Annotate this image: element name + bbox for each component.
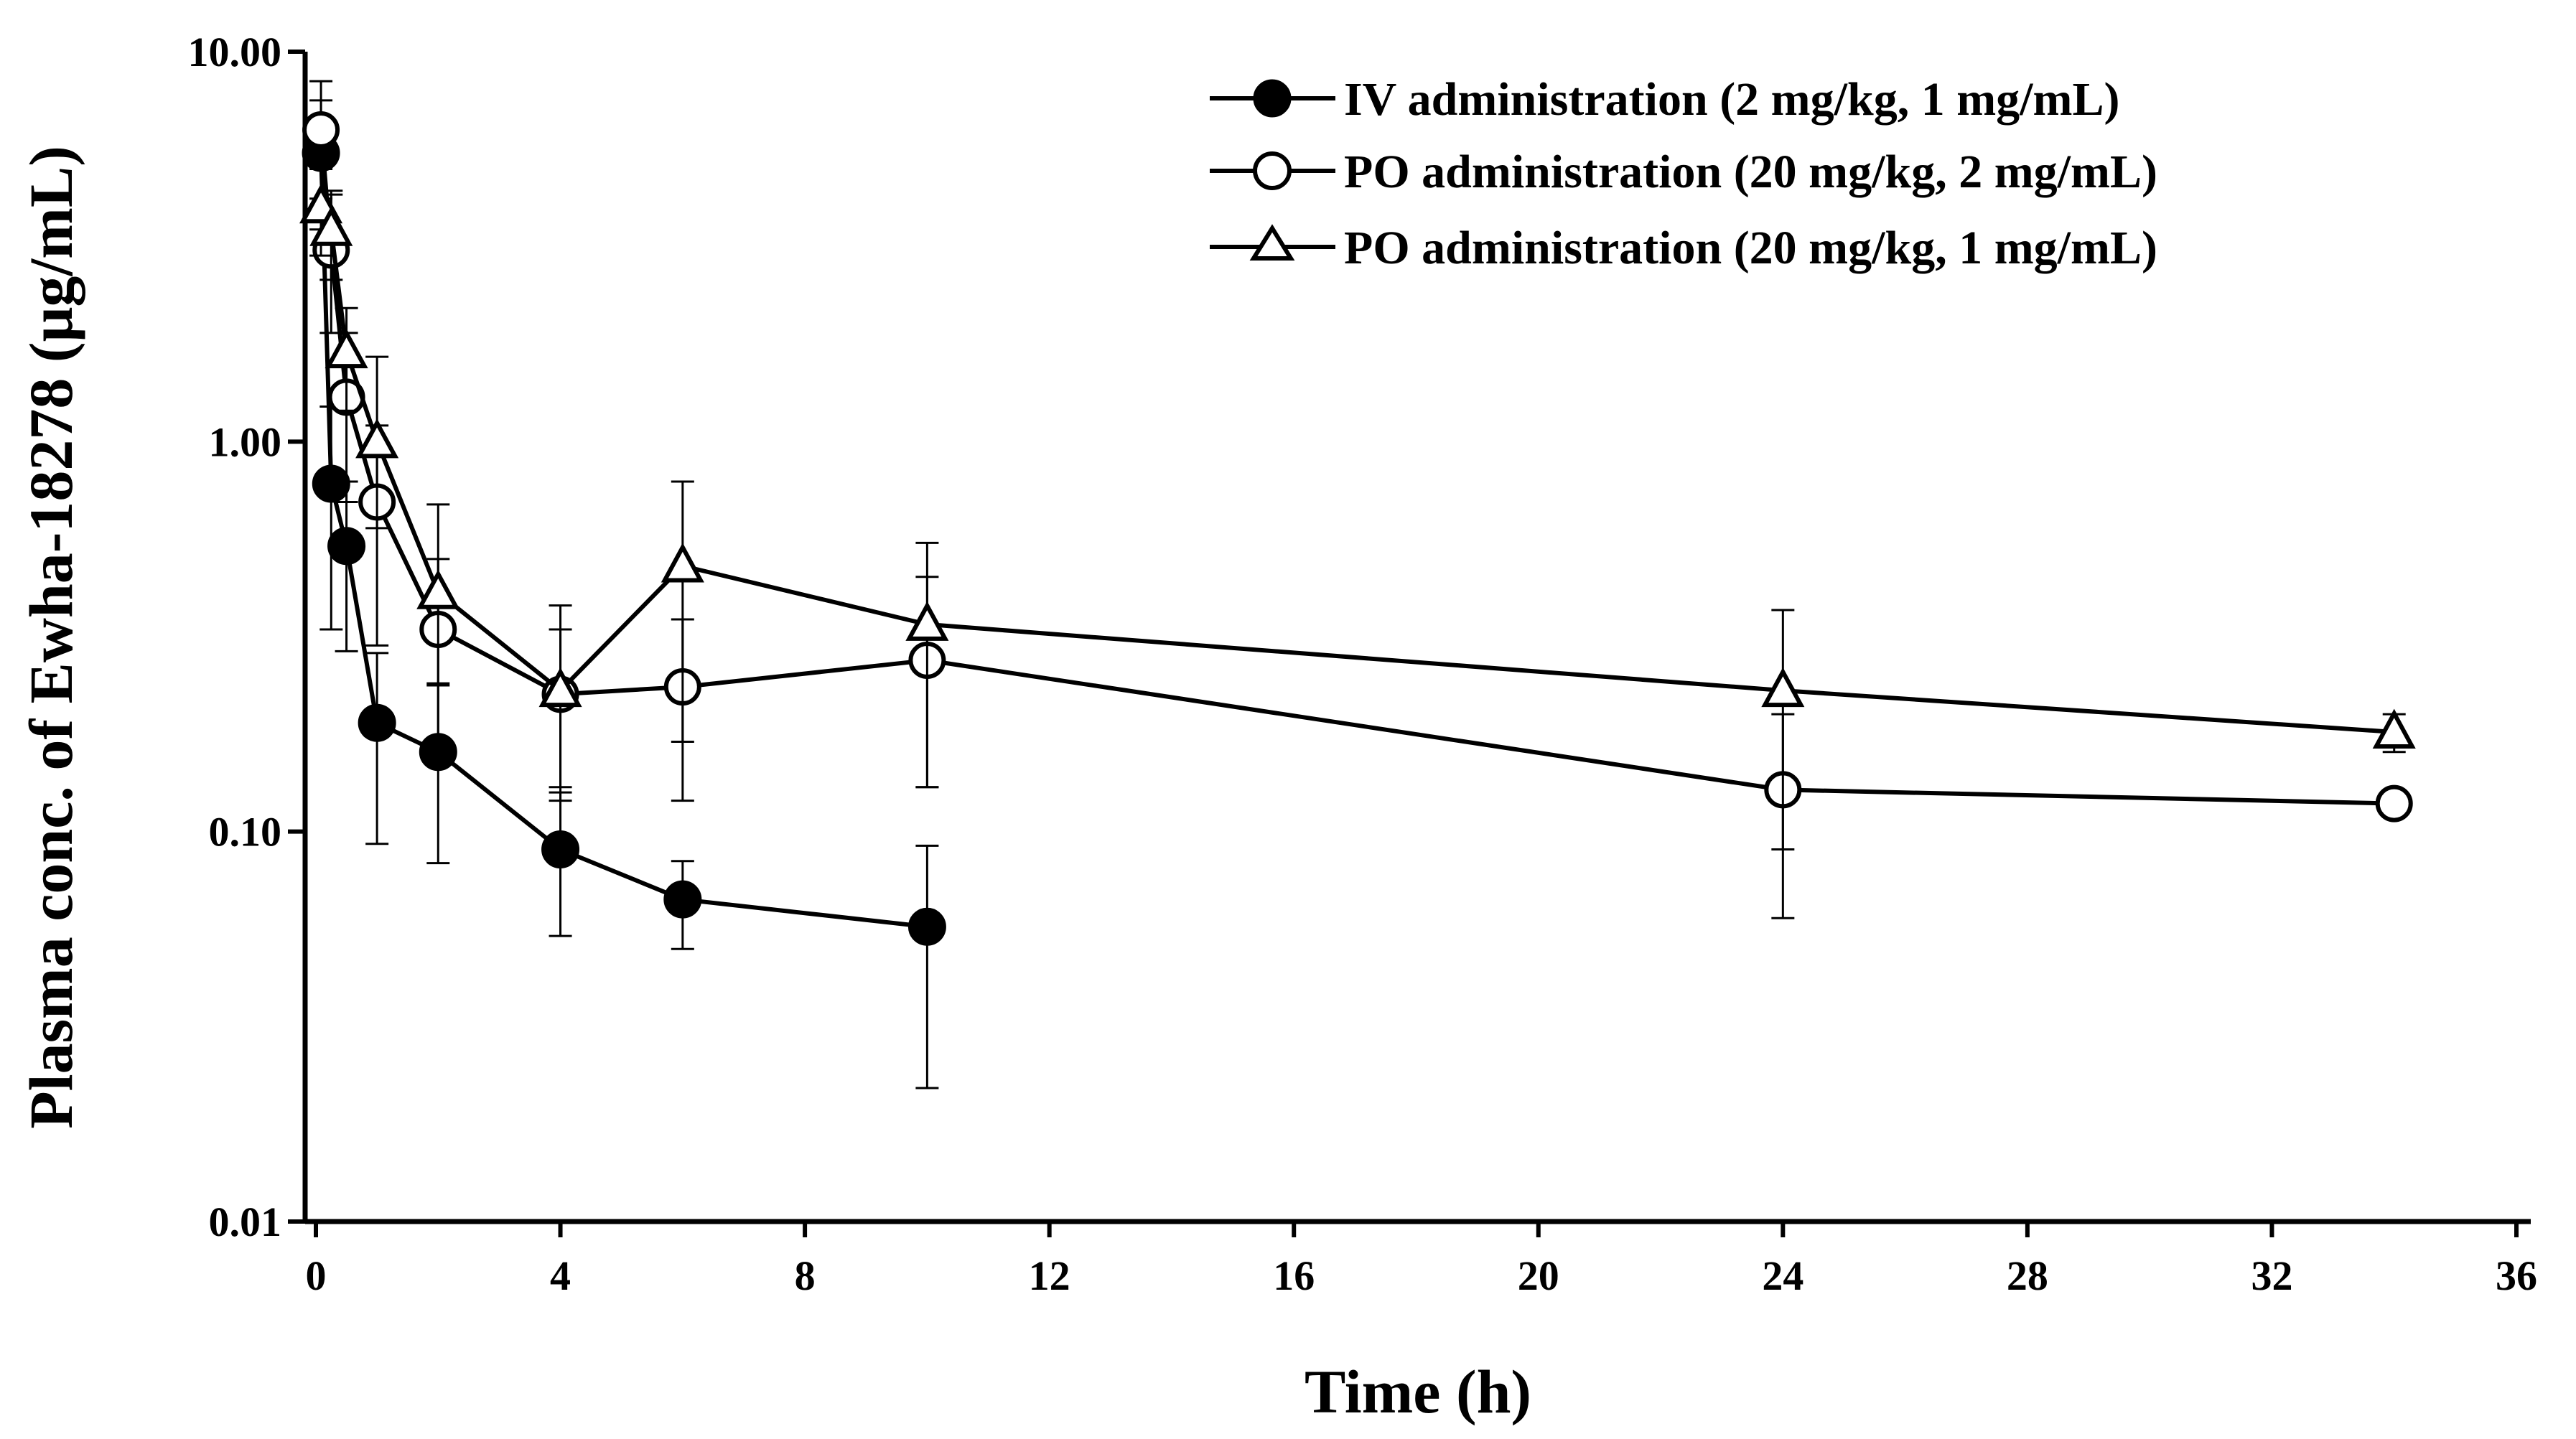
data-point	[325, 328, 368, 369]
x-tick-label: 4	[550, 1252, 571, 1299]
data-point	[2372, 708, 2416, 749]
ticks: 0 4 8 12 16 20 24 28 32 36 0.01 0.10 1.00 10.00	[188, 29, 2538, 1299]
legend: IV administration (2 mg/kg, 1 mg/mL) PO …	[1210, 73, 2157, 274]
series-line	[319, 205, 2394, 734]
y-tick-label: 0.01	[209, 1199, 282, 1245]
series-2	[299, 168, 2416, 851]
series-0	[302, 99, 946, 1089]
x-tick-label: 12	[1029, 1252, 1070, 1299]
x-tick-label: 8	[795, 1252, 816, 1299]
data-point	[327, 527, 366, 566]
series-line	[319, 153, 928, 929]
data-point	[416, 569, 460, 609]
data-point	[907, 907, 946, 946]
legend-label-iv: IV administration (2 mg/kg, 1 mg/mL)	[1344, 73, 2120, 126]
data-point	[538, 667, 582, 708]
axes	[302, 52, 2531, 1224]
data-point	[302, 111, 340, 149]
x-tick-label: 28	[2007, 1252, 2048, 1299]
legend-marker-po-1	[1249, 224, 1295, 261]
x-tick-label: 20	[1518, 1252, 1559, 1299]
x-axis-title: Time (h)	[1305, 1357, 1531, 1426]
data-point	[312, 464, 350, 503]
data-point	[661, 543, 704, 583]
y-axis-title: Plasma conc. of Ewha-18278 (μg/mL)	[17, 146, 85, 1129]
legend-label-po-2: PO administration (20 mg/kg, 2 mg/mL)	[1344, 146, 2157, 198]
y-tick-label: 1.00	[209, 418, 282, 465]
data-point	[355, 418, 399, 459]
x-tick-label: 32	[2251, 1252, 2292, 1299]
data-point	[2375, 784, 2413, 822]
series-line	[319, 129, 2394, 806]
data-point	[905, 601, 949, 641]
x-tick-label: 0	[306, 1252, 327, 1299]
series-group	[299, 80, 2416, 1089]
data-point	[541, 830, 580, 869]
data-point	[309, 206, 353, 246]
data-point	[358, 703, 396, 742]
data-point	[1761, 667, 1805, 708]
legend-marker-iv	[1253, 79, 1292, 118]
y-tick-label: 10.00	[188, 29, 282, 75]
x-tick-label: 36	[2496, 1252, 2537, 1299]
y-tick-label: 0.10	[209, 809, 282, 856]
legend-label-po-1: PO administration (20 mg/kg, 1 mg/mL)	[1344, 222, 2157, 274]
x-tick-label: 16	[1273, 1252, 1315, 1299]
series-1	[302, 80, 2413, 919]
data-point	[663, 880, 702, 919]
x-tick-label: 24	[1762, 1252, 1803, 1299]
legend-marker-po-2	[1253, 151, 1292, 190]
